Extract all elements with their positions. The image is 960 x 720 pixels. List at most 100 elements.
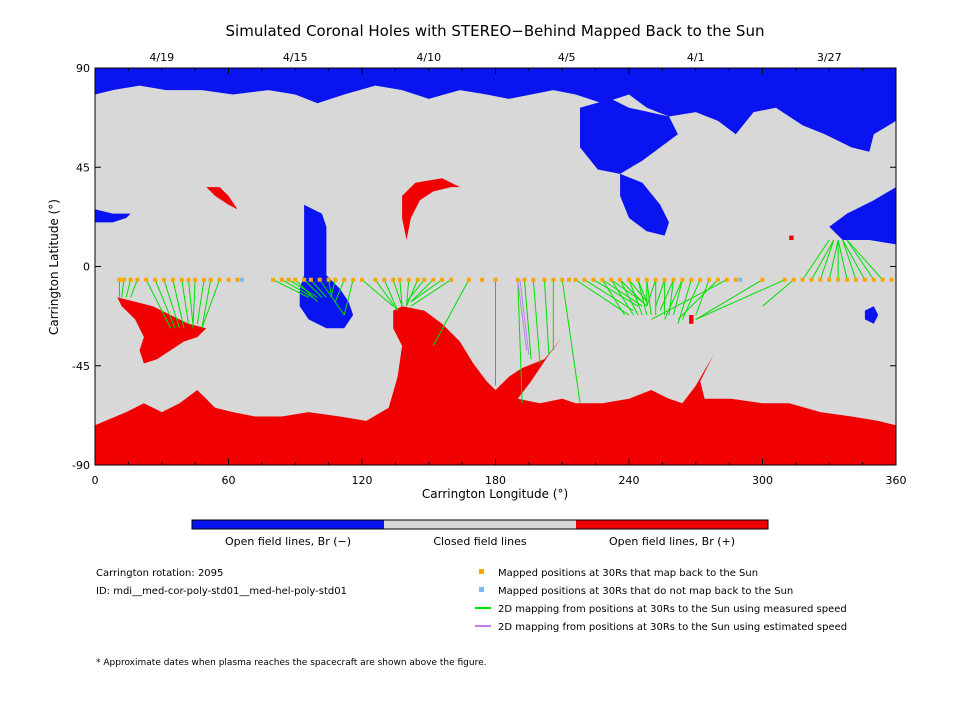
mapped-point-3 xyxy=(135,277,140,282)
measured-speed-line-40 xyxy=(532,279,541,364)
model-id-text: ID: mdi__med-cor-poly-std01__med-hel-pol… xyxy=(96,586,347,597)
measured-speed-line-31 xyxy=(406,279,419,307)
mapped-point-39 xyxy=(480,277,485,282)
measured-speed-line-74 xyxy=(846,239,884,281)
unmapped-point-0 xyxy=(239,277,244,282)
y-tick-label-0: -90 xyxy=(72,459,90,472)
mapped-point-13 xyxy=(217,277,222,282)
measured-speed-line-50 xyxy=(628,279,648,303)
measured-speed-line-70 xyxy=(837,239,848,280)
top-date-labels: 4/19 4/15 4/10 4/5 4/1 3/27 xyxy=(149,51,841,64)
mapped-point-4 xyxy=(144,277,149,282)
y-axis-label: Carrington Latitude (°) xyxy=(47,199,61,335)
measured-speed-line-49 xyxy=(619,279,648,307)
measured-speed-line-67 xyxy=(819,239,835,280)
mapped-point-61 xyxy=(689,277,694,282)
measured-speed-line-78 xyxy=(628,279,643,316)
positive-coronal-hole-11 xyxy=(789,235,794,240)
footnote: * Approximate dates when plasma reaches … xyxy=(96,658,487,668)
mapped-point-1 xyxy=(121,277,126,282)
measured-speed-line-3 xyxy=(130,279,138,298)
measured-speed-line-43 xyxy=(561,279,581,404)
legend-label-1: Mapped positions at 30Rs that do not map… xyxy=(498,586,793,597)
carrington-rotation-text: Carrington rotation: 2095 xyxy=(96,568,223,579)
mapped-point-10 xyxy=(193,277,198,282)
mapping-lines xyxy=(118,239,884,404)
legend-marker-0 xyxy=(479,569,484,574)
mapped-point-54 xyxy=(627,277,631,282)
mapped-point-34 xyxy=(422,277,427,282)
measured-speed-line-60 xyxy=(677,279,719,320)
mapped-point-60 xyxy=(680,277,685,282)
measured-speed-line-71 xyxy=(842,239,857,280)
measured-speed-line-10 xyxy=(192,279,196,329)
mapped-point-36 xyxy=(440,277,445,282)
measured-speed-line-5 xyxy=(154,279,176,329)
measured-speed-line-51 xyxy=(637,279,648,302)
negative-coronal-hole-2 xyxy=(620,173,669,236)
x-tick-label-1: 60 xyxy=(222,474,236,487)
positive-coronal-hole-8 xyxy=(117,297,207,364)
mapped-point-17 xyxy=(279,277,284,282)
measured-speed-line-21 xyxy=(328,279,332,294)
mapped-point-28 xyxy=(373,277,378,282)
mapped-point-23 xyxy=(326,277,331,282)
colorbar-label-negative: Open field lines, Br (−) xyxy=(225,535,351,548)
measured-speed-line-11 xyxy=(196,279,205,324)
mapped-point-19 xyxy=(293,277,298,282)
mapped-point-43 xyxy=(531,277,536,282)
top-date-label-3: 4/5 xyxy=(558,51,576,64)
mapped-point-66 xyxy=(733,277,738,282)
mapped-point-21 xyxy=(308,277,313,282)
measured-speed-line-66 xyxy=(811,239,835,280)
mapped-point-18 xyxy=(286,277,291,282)
unmapped-point-1 xyxy=(738,277,743,282)
mapped-point-77 xyxy=(862,277,867,282)
measured-speed-line-79 xyxy=(637,279,648,316)
measured-speed-line-54 xyxy=(655,279,666,307)
measured-speed-line-26 xyxy=(374,279,399,311)
mapped-point-44 xyxy=(542,277,547,282)
mapped-point-2 xyxy=(128,277,133,282)
y-tick-label-3: 45 xyxy=(76,161,90,174)
y-tick-label-1: -45 xyxy=(72,360,90,373)
mapped-point-71 xyxy=(809,277,814,282)
mapped-point-62 xyxy=(698,277,703,282)
measured-speed-line-46 xyxy=(593,279,639,307)
colorbar: Open field lines, Br (−) Closed field li… xyxy=(191,519,769,548)
x-tick-label-6: 360 xyxy=(886,474,907,487)
legend: Mapped positions at 30Rs that map back t… xyxy=(475,568,847,633)
top-date-label-2: 4/10 xyxy=(416,51,441,64)
colorbar-label-positive: Open field lines, Br (+) xyxy=(609,535,735,548)
measured-speed-line-41 xyxy=(543,279,550,355)
measured-speed-line-19 xyxy=(310,279,327,298)
mapped-point-57 xyxy=(653,277,658,282)
mapped-point-64 xyxy=(716,277,720,282)
mapped-point-26 xyxy=(351,277,356,282)
measured-speed-line-38 xyxy=(517,279,523,404)
positive-coronal-hole-10 xyxy=(206,187,238,210)
mapped-point-73 xyxy=(827,277,832,282)
measured-speed-line-15 xyxy=(281,279,314,298)
measured-speed-line-63 xyxy=(695,279,785,320)
measured-speed-line-83 xyxy=(668,279,674,316)
mapped-point-16 xyxy=(271,277,275,282)
measured-speed-line-62 xyxy=(695,279,763,320)
measured-speed-line-16 xyxy=(288,279,318,298)
measured-speed-line-22 xyxy=(330,279,336,298)
positive-coronal-hole-12 xyxy=(689,315,694,324)
mapped-point-59 xyxy=(671,277,676,282)
mapped-point-25 xyxy=(342,277,347,282)
mapped-point-38 xyxy=(466,277,471,282)
measured-speed-line-28 xyxy=(392,279,403,307)
mapped-point-70 xyxy=(800,277,805,282)
positive-coronal-hole-7 xyxy=(95,306,896,465)
top-date-label-5: 3/27 xyxy=(817,51,842,64)
negative-coronal-hole-3 xyxy=(829,187,896,245)
measured-speed-line-77 xyxy=(619,279,639,316)
x-tick-label-0: 0 xyxy=(92,474,99,487)
mapped-point-20 xyxy=(302,277,307,282)
mapped-point-48 xyxy=(573,277,578,282)
measured-speed-line-80 xyxy=(646,279,652,316)
coronal-hole-regions xyxy=(95,68,896,465)
